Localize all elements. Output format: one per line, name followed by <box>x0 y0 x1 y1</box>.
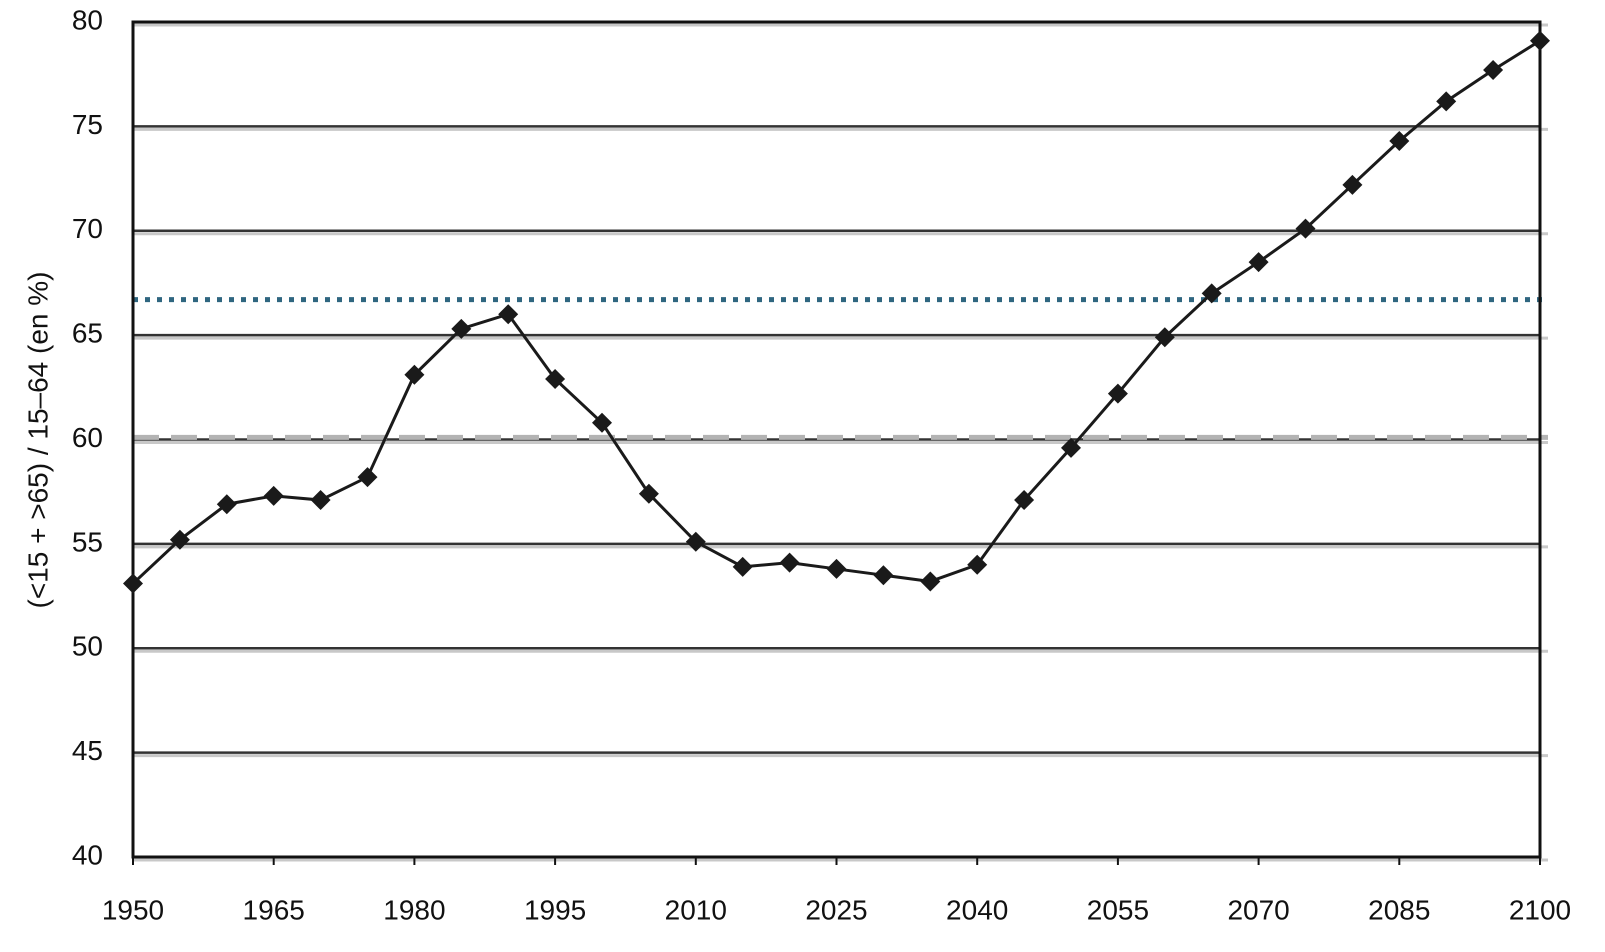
marker <box>498 304 519 325</box>
marker <box>1014 490 1035 511</box>
marker <box>169 529 190 550</box>
marker <box>404 364 425 385</box>
x-tick-label: 2025 <box>805 894 867 925</box>
marker <box>545 368 566 389</box>
x-tick-label: 1980 <box>383 894 445 925</box>
x-tick-label: 2070 <box>1227 894 1289 925</box>
x-tick-label: 2100 <box>1509 894 1571 925</box>
y-tick-label: 55 <box>72 526 103 557</box>
y-tick-label: 70 <box>72 213 103 244</box>
x-tick-label: 1995 <box>524 894 586 925</box>
marker <box>592 412 612 433</box>
marker <box>123 573 143 594</box>
marker <box>263 485 284 506</box>
marker <box>1389 130 1410 151</box>
x-tick-label: 2040 <box>946 894 1008 925</box>
marker <box>1061 437 1081 458</box>
y-tick-label: 60 <box>72 422 103 453</box>
y-tick-label: 80 <box>72 4 103 35</box>
x-tick-label: 1950 <box>102 894 164 925</box>
x-tick-label: 2085 <box>1368 894 1430 925</box>
marker <box>1107 383 1128 404</box>
series-line <box>131 39 1541 585</box>
marker <box>1530 30 1550 51</box>
marker <box>1483 60 1504 81</box>
marker <box>826 558 847 579</box>
x-tick-label: 1965 <box>243 894 305 925</box>
y-tick-label: 45 <box>72 735 103 766</box>
marker <box>1295 218 1316 239</box>
marker <box>920 571 941 592</box>
marker <box>967 554 988 575</box>
y-tick-label: 40 <box>72 839 103 870</box>
plot-frame <box>131 20 1542 859</box>
y-tick-label: 50 <box>72 631 103 662</box>
marker <box>357 467 378 488</box>
marker <box>779 552 800 573</box>
marker <box>685 531 706 552</box>
x-tick-label: 2055 <box>1087 894 1149 925</box>
y-tick-label: 65 <box>72 318 103 349</box>
y-tick-label: 75 <box>72 109 103 140</box>
marker <box>732 556 753 577</box>
marker <box>1201 283 1222 304</box>
marker <box>310 490 331 511</box>
marker <box>451 318 472 339</box>
marker <box>1436 91 1457 112</box>
marker <box>1154 327 1175 348</box>
marker <box>1248 252 1269 273</box>
y-axis-label: (<15 + >65) / 15–64 (en %) <box>22 272 53 609</box>
marker <box>1342 174 1363 195</box>
marker <box>638 483 659 504</box>
x-tick-label: 2010 <box>665 894 727 925</box>
marker <box>216 494 237 515</box>
marker <box>873 565 894 586</box>
